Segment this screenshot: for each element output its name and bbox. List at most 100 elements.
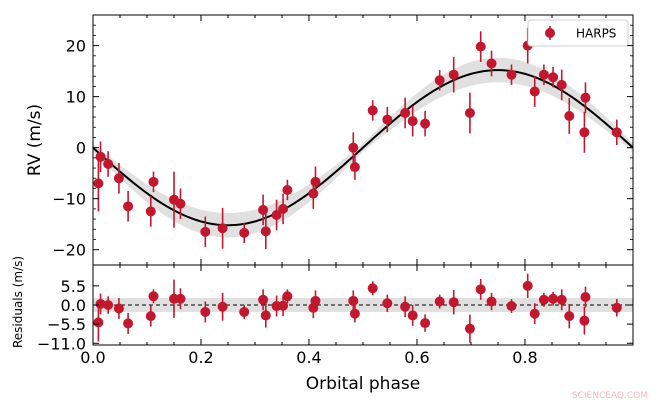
rv-point [548, 72, 559, 83]
rv-point [113, 173, 124, 184]
rv-point [448, 69, 459, 80]
x-tick-label: 0.0 [80, 348, 105, 367]
rv-point [434, 75, 445, 86]
rv-point [420, 118, 431, 129]
rv-point [95, 151, 106, 162]
rv-ytick-label: −20 [52, 241, 86, 260]
residual-point [349, 308, 360, 319]
residual-point [538, 294, 549, 305]
residual-ytick-label: 0.0 [61, 296, 86, 315]
residual-point [260, 310, 271, 321]
residual-point [123, 318, 134, 329]
rv-point [486, 58, 497, 69]
residual-point [93, 317, 104, 328]
residual-ytick-label: −11.0 [37, 334, 86, 353]
rv-point [349, 162, 360, 173]
residual-point [348, 295, 359, 306]
residual-point [217, 301, 228, 312]
rv-point [200, 226, 211, 237]
residual-point [407, 310, 418, 321]
residual-ytick-label: 5.5 [61, 277, 86, 296]
rv-point [475, 41, 486, 52]
rv-point [529, 86, 540, 97]
residual-point [475, 284, 486, 295]
residuals-y-axis-label: Residuals (m/s) [11, 256, 25, 348]
residual-point [529, 308, 540, 319]
residual-point [564, 311, 575, 322]
rv-point [148, 176, 159, 187]
residual-point [145, 311, 156, 322]
rv-point [93, 178, 104, 189]
residuals-x-ticks: 0.0 0.2 0.4 0.6 0.8 [80, 265, 634, 367]
residuals-panel: −11.0−5.50.05.5 0.0 0.2 0.4 0.6 0.8 Residual… [11, 256, 634, 367]
residual-point [420, 318, 431, 329]
residual-point [400, 301, 411, 312]
x-tick-label: 0.2 [188, 348, 213, 367]
residual-point [556, 294, 567, 305]
rv-ytick-label: −10 [52, 190, 86, 209]
rv-point [175, 198, 186, 209]
residual-point [367, 283, 378, 294]
rv-point [282, 185, 293, 195]
rv-point [348, 142, 359, 153]
residual-point [486, 296, 497, 307]
residual-data-points [93, 273, 622, 343]
rv-ytick-label: 0 [76, 139, 86, 158]
residual-point [448, 297, 459, 308]
rv-point [258, 204, 269, 215]
rv-point [580, 92, 591, 103]
rv-ytick-label: 10 [66, 88, 86, 107]
residual-point [579, 315, 590, 326]
rv-point [260, 226, 271, 237]
rv-point [579, 127, 590, 138]
rv-point [123, 201, 134, 212]
x-tick-label: 0.8 [512, 348, 537, 367]
rv-point [145, 206, 156, 217]
x-axis-label: Orbital phase [306, 374, 420, 394]
rv-point [367, 105, 378, 116]
rv-point [217, 223, 228, 234]
residuals-y-ticks: −11.0−5.50.05.5 [37, 277, 633, 353]
residual-point [95, 298, 106, 309]
rv-point [506, 69, 517, 80]
legend-marker [545, 28, 555, 38]
watermark: SCIENCEAQ.COM [572, 391, 648, 401]
residual-point [278, 300, 289, 311]
x-tick-label: 0.4 [296, 348, 321, 367]
residual-point [200, 306, 211, 317]
residual-point [548, 293, 559, 304]
rv-point [564, 111, 575, 122]
rv-point [308, 188, 319, 199]
rv-panel: −20 −10 0 10 20 RV (m/s) HARPS [25, 14, 634, 266]
residual-point [148, 291, 159, 302]
legend: HARPS [527, 19, 629, 47]
rv-point [464, 107, 475, 118]
residual-ytick-label: −5.5 [47, 315, 86, 334]
rv-y-axis-label: RV (m/s) [25, 104, 45, 176]
residual-point [580, 292, 591, 302]
residual-point [258, 294, 269, 305]
residual-point [310, 295, 321, 306]
residual-point [282, 291, 293, 302]
rv-point [407, 116, 418, 127]
rv-point [310, 176, 321, 187]
rv-x-ticks [92, 15, 634, 265]
rv-data-points [93, 27, 622, 250]
rv-point [271, 210, 282, 220]
residual-point [611, 302, 622, 313]
residual-point [239, 306, 250, 317]
rv-point [103, 158, 114, 169]
residual-point [434, 296, 445, 307]
rv-y-ticks: −20 −10 0 10 20 [52, 24, 633, 260]
rv-ytick-label: 20 [66, 37, 86, 56]
legend-label: HARPS [576, 27, 616, 41]
residual-point [113, 303, 124, 314]
residual-point [175, 293, 186, 304]
residual-point [464, 323, 475, 334]
rv-point [382, 114, 393, 125]
x-tick-label: 0.6 [404, 348, 429, 367]
model-line [93, 69, 633, 227]
rv-point [278, 203, 289, 214]
legend-box [527, 19, 629, 47]
residual-point [382, 298, 393, 309]
